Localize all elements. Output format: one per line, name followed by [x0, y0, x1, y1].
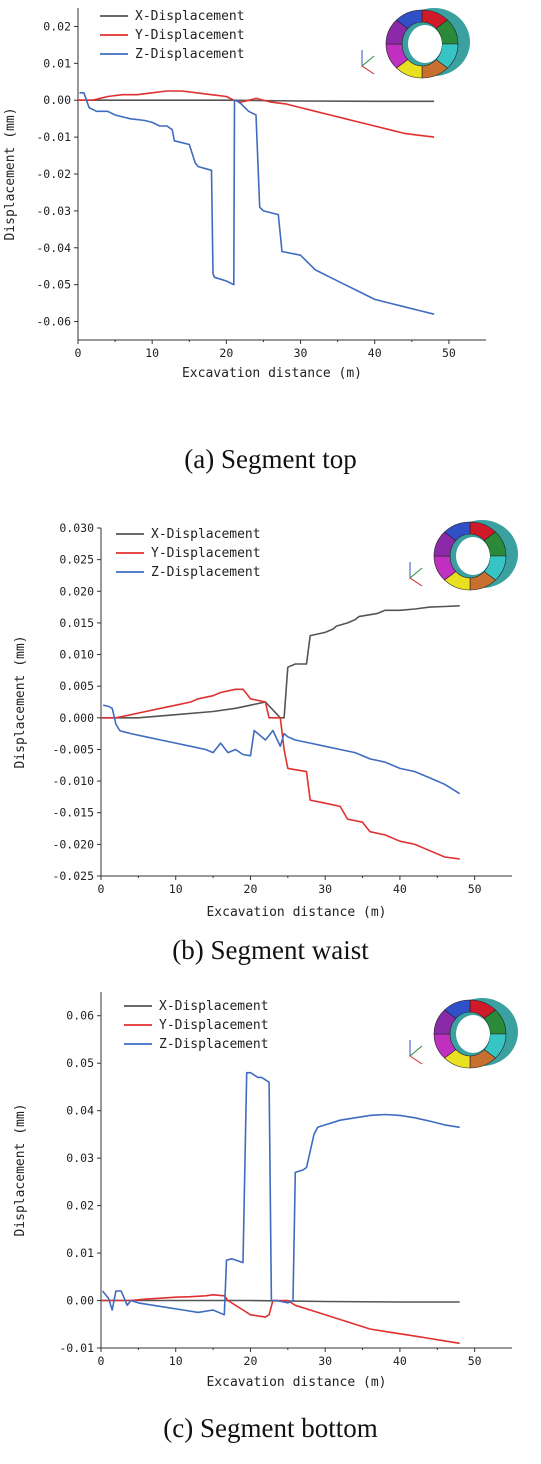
x-tick-label: 40	[393, 1354, 407, 1368]
legend-label-x: X-Displacement	[159, 999, 269, 1014]
y-tick-label: -0.05	[36, 278, 71, 292]
tunnel-segment-ring-icon	[361, 8, 470, 79]
x-tick-label: 0	[98, 882, 105, 896]
y-tick-label: -0.010	[52, 774, 94, 788]
x-tick-label: 30	[318, 1354, 332, 1368]
y-tick-label: -0.03	[36, 204, 71, 218]
x-tick-label: 10	[169, 1354, 183, 1368]
x-axis-label: Excavation distance (m)	[206, 905, 386, 920]
legend-label-z: Z-Displacement	[135, 47, 245, 62]
legend-label-y: Y-Displacement	[135, 28, 245, 43]
x-tick-label: 20	[244, 1354, 258, 1368]
ring-segment	[444, 521, 471, 541]
y-tick-label: -0.005	[52, 742, 94, 756]
x-tick-label: 20	[219, 346, 233, 360]
series-line-x	[78, 99, 435, 103]
y-tick-label: -0.01	[59, 1341, 94, 1355]
chart-caption: (a) Segment top	[184, 444, 357, 474]
ring-hole	[408, 25, 442, 63]
ring-hole	[456, 537, 490, 575]
y-tick-label: 0.020	[59, 584, 94, 598]
x-tick-label: 50	[442, 346, 456, 360]
legend-label-x: X-Displacement	[151, 527, 261, 542]
y-tick-label: -0.02	[36, 167, 71, 181]
chart-panel-b: 0 10 20 30 40 50 0.030 0.025 0.020 0.015 0.010 0.00…	[0, 490, 541, 980]
y-tick-label: 0.02	[43, 19, 71, 33]
x-tick-label: 0	[75, 346, 82, 360]
chart-caption: (b) Segment waist	[172, 935, 369, 965]
ring-segment	[396, 9, 423, 29]
legend-label-z: Z-Displacement	[151, 565, 261, 580]
series-line-y	[78, 90, 435, 138]
triad-y-axis	[409, 1045, 423, 1057]
x-tick-label: 0	[98, 1354, 105, 1368]
triad-x-axis	[361, 65, 375, 75]
y-tick-label: 0.025	[59, 553, 94, 567]
chart-panel-c: 0 10 20 30 40 50 0.06 0.05 0.04 0.03 0.02 0.01 0.00 -…	[0, 980, 541, 1464]
series-line-x	[101, 605, 460, 719]
x-tick-label: 10	[169, 882, 183, 896]
x-tick-label: 40	[393, 882, 407, 896]
y-tick-label: 0.03	[66, 1151, 94, 1165]
y-tick-label: -0.020	[52, 837, 94, 851]
triad-y-axis	[361, 55, 375, 67]
axis-triad-icon	[409, 1040, 423, 1065]
ring-hole	[456, 1015, 490, 1053]
x-tick-label: 30	[318, 882, 332, 896]
ring-segment	[444, 999, 471, 1019]
legend-label-y: Y-Displacement	[159, 1018, 269, 1033]
x-tick-label: 50	[468, 1354, 482, 1368]
y-tick-label: -0.06	[36, 315, 71, 329]
tunnel-segment-ring-icon	[409, 520, 518, 591]
y-tick-label: -0.015	[52, 806, 94, 820]
triad-x-axis	[409, 577, 423, 587]
x-tick-label: 40	[368, 346, 382, 360]
y-tick-label: 0.005	[59, 679, 94, 693]
x-tick-label: 50	[468, 882, 482, 896]
y-tick-label: 0.02	[66, 1199, 94, 1213]
y-tick-label: -0.025	[52, 869, 94, 883]
y-tick-label: 0.000	[59, 711, 94, 725]
y-tick-label: 0.00	[66, 1294, 94, 1308]
y-tick-label: 0.05	[66, 1056, 94, 1070]
triad-y-axis	[409, 567, 423, 579]
tunnel-segment-ring-icon	[409, 998, 518, 1069]
chart-panel-a: 0 10 20 30 40 50 0.02 0.01 0.00 -0.01 -0.02 -0.03 -0…	[0, 0, 541, 490]
triad-x-axis	[409, 1055, 423, 1065]
series-line-y	[101, 1293, 460, 1345]
x-axis-label: Excavation distance (m)	[206, 1375, 386, 1390]
y-tick-label: -0.01	[36, 130, 71, 144]
y-tick-label: 0.00	[43, 93, 71, 107]
legend-label-z: Z-Displacement	[159, 1037, 269, 1052]
y-tick-label: 0.01	[43, 56, 71, 70]
y-axis-label: Displacement (mm)	[3, 107, 18, 240]
x-tick-label: 20	[244, 882, 258, 896]
x-tick-label: 10	[145, 346, 159, 360]
axis-triad-icon	[409, 562, 423, 587]
chart-segment-bottom: 0 10 20 30 40 50 0.06 0.05 0.04 0.03 0.02 0.01 0.00 -…	[13, 992, 518, 1390]
y-tick-label: 0.010	[59, 648, 94, 662]
axis-triad-icon	[361, 50, 375, 75]
chart-caption: (c) Segment bottom	[163, 1413, 378, 1443]
x-tick-label: 30	[294, 346, 308, 360]
y-tick-label: 0.01	[66, 1246, 94, 1260]
legend-label-y: Y-Displacement	[151, 546, 261, 561]
legend-label-x: X-Displacement	[135, 9, 245, 24]
series-line-z	[101, 1071, 460, 1316]
y-tick-label: -0.04	[36, 241, 71, 255]
series-line-y	[101, 688, 460, 860]
y-tick-label: 0.030	[59, 521, 94, 535]
chart-segment-top: 0 10 20 30 40 50 0.02 0.01 0.00 -0.01 -0.02 -0.03 -0…	[3, 8, 486, 381]
y-axis-label: Displacement (mm)	[13, 635, 28, 768]
series-line-z	[103, 704, 461, 795]
series-line-z	[79, 92, 435, 315]
chart-segment-waist: 0 10 20 30 40 50 0.030 0.025 0.020 0.015 0.010 0.00…	[13, 520, 518, 920]
x-axis-label: Excavation distance (m)	[182, 366, 362, 381]
y-axis-label: Displacement (mm)	[13, 1103, 28, 1236]
y-tick-label: 0.04	[66, 1104, 94, 1118]
y-tick-label: 0.015	[59, 616, 94, 630]
y-tick-label: 0.06	[66, 1009, 94, 1023]
